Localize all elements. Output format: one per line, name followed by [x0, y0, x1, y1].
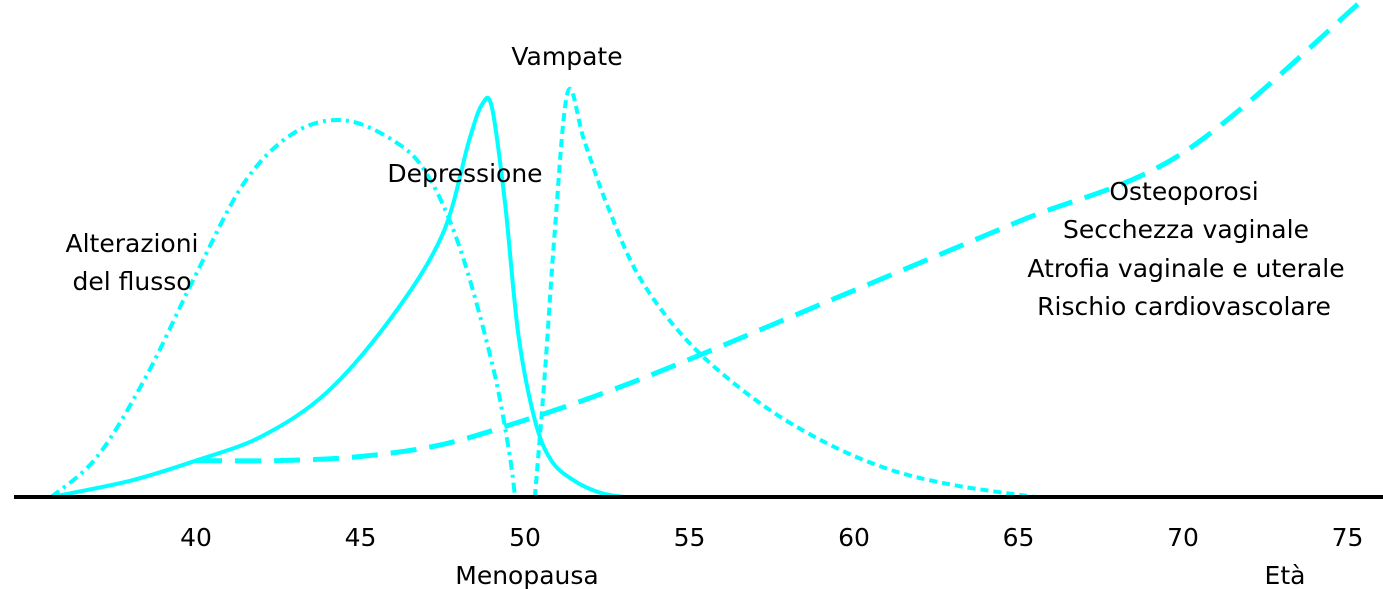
series-label-depressione: Depressione [387, 159, 542, 188]
menopause-label: Menopausa [455, 561, 598, 589]
series-line-2 [532, 87, 1036, 499]
series-label-line: Osteoporosi [1109, 177, 1258, 206]
series-label-osteoporosi: Osteoporosi Secchezza vaginale Atrofia v… [1027, 177, 1344, 321]
series-label-line: Secchezza vaginale [1063, 215, 1309, 244]
series-label-alterazioni: Alterazioni del flusso [66, 229, 199, 296]
x-tick-label: 70 [1167, 523, 1199, 552]
x-axis-title: Età [1265, 561, 1306, 589]
x-tick-label: 65 [1003, 523, 1035, 552]
series-label-line: del flusso [72, 267, 191, 296]
x-tick-labels: 40 45 50 55 60 65 70 75 [180, 523, 1363, 552]
series-line-0 [49, 118, 518, 499]
x-tick-label: 40 [180, 523, 212, 552]
x-tick-label: 50 [509, 523, 541, 552]
series-curves [49, 0, 1366, 499]
x-tick-label: 75 [1332, 523, 1364, 552]
x-tick-label: 55 [674, 523, 706, 552]
series-line-3 [195, 0, 1366, 464]
series-label-line: Atrofia vaginale e uterale [1027, 254, 1344, 283]
series-label-line: Alterazioni [66, 229, 199, 258]
x-tick-label: 60 [838, 523, 870, 552]
series-label-line: Rischio cardiovascolare [1037, 292, 1331, 321]
series-label-vampate: Vampate [511, 42, 622, 71]
series-line-1 [50, 95, 625, 499]
x-tick-label: 45 [345, 523, 377, 552]
